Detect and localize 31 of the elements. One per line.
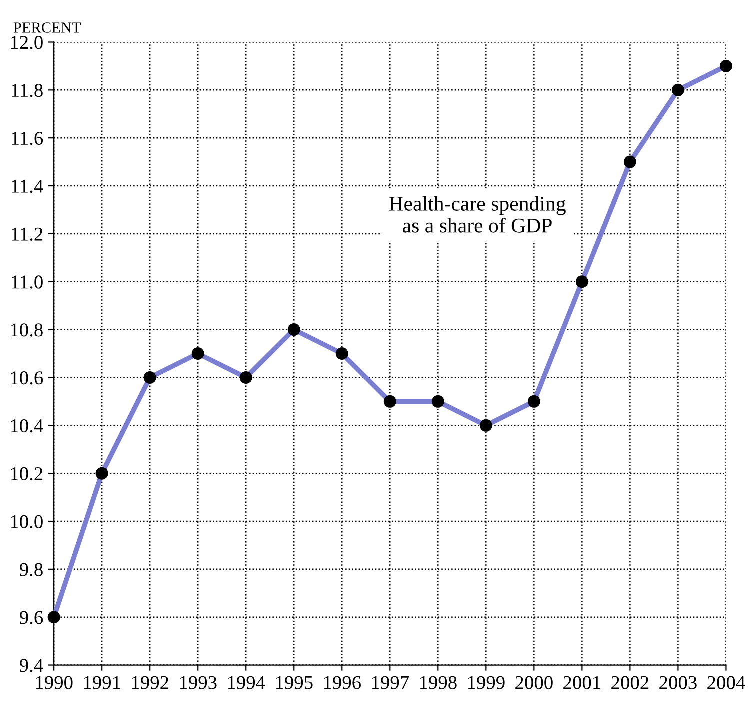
y-tick-label: 12.0 xyxy=(11,36,43,50)
y-tick-label: 10.8 xyxy=(11,324,43,337)
x-tick-label: 2004 xyxy=(708,676,746,690)
x-tick-label: 1991 xyxy=(84,676,120,690)
x-tick-label: 1992 xyxy=(132,676,168,690)
y-tick-label: 11.2 xyxy=(12,228,43,241)
y-tick-label: 11.8 xyxy=(12,84,43,98)
y-tick-label: 11.0 xyxy=(12,276,43,289)
x-tick-label: 1999 xyxy=(468,676,505,690)
y-tick-label: 10.0 xyxy=(11,515,43,529)
y-tick-label: 11.4 xyxy=(12,180,44,194)
y-tick-label: 9.4 xyxy=(20,659,44,672)
x-tick-label: 1998 xyxy=(420,676,457,690)
y-tick-label: 9.6 xyxy=(20,611,44,624)
y-axis-title: PERCENT xyxy=(14,22,82,33)
y-tick-label: 10.2 xyxy=(11,467,43,481)
x-tick-label: 1995 xyxy=(276,676,313,690)
y-tick-label: 10.4 xyxy=(11,419,44,433)
y-tick-label: 9.8 xyxy=(20,563,43,576)
x-tick-label: 2000 xyxy=(516,676,553,690)
x-tick-label: 1997 xyxy=(372,676,410,690)
y-tick-label: 11.6 xyxy=(12,132,44,146)
y-tick-label: 10.6 xyxy=(11,372,44,385)
x-tick-label: 1990 xyxy=(36,676,73,690)
annotation: Health-care spending as a share of GDP xyxy=(389,196,566,233)
x-tick-label: 1996 xyxy=(324,676,361,690)
x-tick-label: 2001 xyxy=(564,676,600,690)
x-tick-label: 2002 xyxy=(612,676,649,690)
x-tick-label: 2003 xyxy=(660,676,697,690)
x-tick-label: 1994 xyxy=(228,676,266,690)
x-tick-label: 1993 xyxy=(180,676,217,690)
